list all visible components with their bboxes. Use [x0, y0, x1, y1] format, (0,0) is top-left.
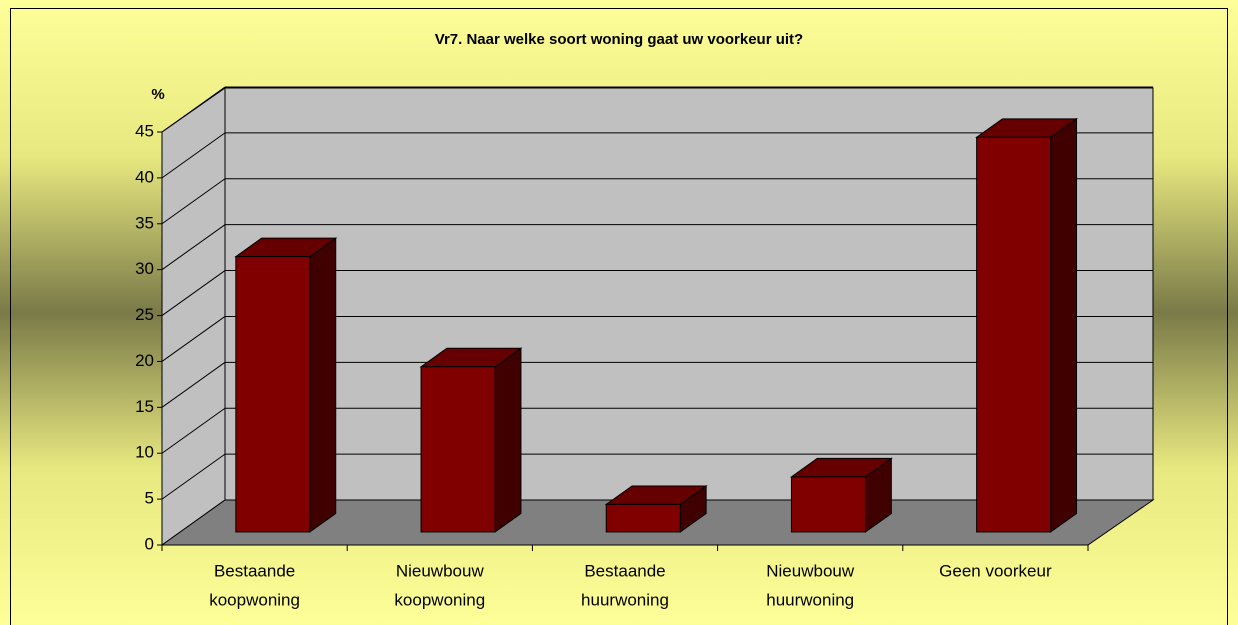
grid-line — [161, 407, 226, 454]
bar-side — [494, 347, 522, 533]
grid-line — [161, 224, 226, 271]
y-tick-label: 15 — [135, 397, 154, 416]
x-tick-label: Nieuwbouw — [766, 561, 855, 580]
grid-line — [161, 132, 226, 179]
x-tick-label: Geen voorkeur — [939, 561, 1052, 580]
x-tick-label: huurwoning — [581, 590, 669, 609]
y-tick-label: 40 — [135, 167, 154, 186]
grid-line — [161, 361, 226, 408]
grid-line — [161, 453, 226, 500]
bar — [420, 366, 496, 533]
y-tick-label: 5 — [145, 489, 154, 508]
y-axis-label: % — [151, 86, 164, 103]
y-tick-label: 10 — [135, 443, 154, 462]
x-tick-label: Bestaande — [214, 561, 295, 580]
grid-line — [161, 270, 226, 316]
y-tick-label: 30 — [135, 259, 154, 278]
y-tick-label: 35 — [135, 213, 154, 232]
y-tick-label: 20 — [135, 351, 154, 370]
x-tick-label: huurwoning — [766, 590, 854, 609]
chart-title: Vr7. Naar welke soort woning gaat uw voo… — [435, 31, 803, 48]
x-tick-label: Bestaande — [584, 561, 665, 580]
bar — [790, 476, 867, 533]
bar-side — [1050, 117, 1078, 533]
bar — [605, 503, 681, 533]
bar — [235, 256, 311, 533]
grid-line — [161, 86, 226, 133]
grid-line — [161, 316, 226, 362]
bar — [976, 136, 1052, 533]
x-tick-label: koopwoning — [394, 590, 485, 609]
x-tick-label: koopwoning — [209, 590, 300, 609]
grid-line — [161, 178, 226, 225]
chart-border — [10, 8, 1228, 625]
bar-side — [309, 237, 337, 533]
y-tick-label: 0 — [145, 534, 154, 553]
y-tick-label: 45 — [135, 121, 154, 140]
x-tick-label: Nieuwbouw — [396, 561, 485, 580]
y-tick-label: 25 — [135, 305, 154, 324]
